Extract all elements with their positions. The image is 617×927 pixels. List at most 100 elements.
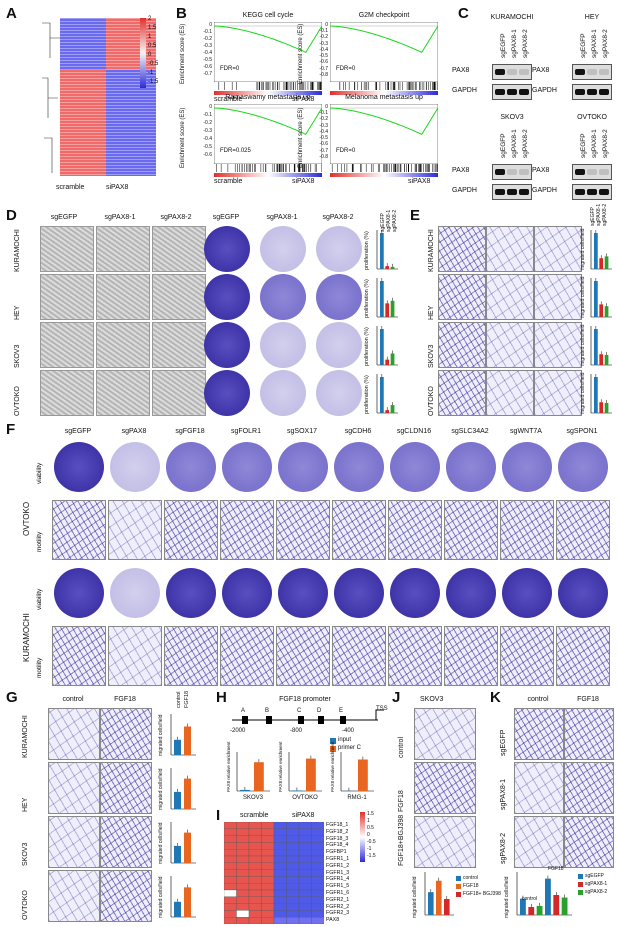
gsea-curve bbox=[330, 26, 438, 52]
heatmap-cell bbox=[312, 849, 325, 856]
panel-k-ylabel: migrated cells/field bbox=[504, 877, 510, 918]
chart-bar bbox=[605, 306, 609, 317]
gsea-title: G2M checkpoint bbox=[330, 12, 438, 20]
gsea-right-label: siPAX8 bbox=[408, 178, 430, 186]
heatmap-cell bbox=[237, 876, 250, 883]
motility-field bbox=[108, 500, 162, 560]
panel-d-legend: sgPAX8-2 bbox=[392, 210, 398, 232]
migration-field bbox=[438, 370, 486, 416]
panel-d-col-label: sgEGFP bbox=[200, 214, 252, 222]
chart-bar bbox=[385, 266, 389, 269]
panel-j-title: SKOV3 bbox=[420, 696, 443, 704]
panel-h-bar-chart bbox=[236, 752, 270, 792]
heatmap-cell bbox=[262, 842, 275, 849]
heatmap-cell bbox=[237, 863, 250, 870]
gsea-ylabel: Enrichment score (ES) bbox=[180, 108, 186, 168]
heatmap-gene: FGFR2_2 bbox=[326, 904, 349, 911]
panel-h-chart-label: RMG-1 bbox=[340, 795, 374, 802]
scale-tick: 2 bbox=[148, 16, 166, 23]
migration-field bbox=[564, 816, 614, 868]
viability-dish bbox=[334, 442, 384, 492]
chart-bar bbox=[428, 892, 434, 915]
blot-lane-label: sgEGFP bbox=[580, 133, 587, 158]
panel-label-e: E bbox=[410, 208, 420, 223]
panel-e-row-label: OVTOKO bbox=[428, 386, 435, 416]
panel-d-bar-chart bbox=[376, 374, 398, 414]
micrograph bbox=[152, 370, 206, 416]
heatmap-a-group-scramble: scramble bbox=[56, 184, 84, 192]
micrograph bbox=[96, 226, 150, 272]
panel-e-ylabel: migrated cells/field bbox=[580, 325, 586, 366]
heatmap-cell bbox=[237, 856, 250, 863]
viability-dish bbox=[110, 568, 160, 618]
gsea-title: Melanoma metastasis up bbox=[330, 94, 438, 102]
heatmap-cell bbox=[287, 863, 300, 870]
motility-field bbox=[220, 626, 274, 686]
viability-dish bbox=[446, 442, 496, 492]
chart-bar bbox=[358, 760, 368, 792]
heatmap-cell bbox=[262, 822, 275, 829]
panel-g-row-label: OVTOKO bbox=[22, 890, 29, 920]
blot-lane-label: sgEGFP bbox=[580, 33, 587, 58]
gsea-ytick: -0.2 bbox=[198, 36, 212, 43]
chart-bar bbox=[391, 405, 395, 413]
heatmap-cell bbox=[224, 910, 237, 917]
heatmap-cell bbox=[224, 897, 237, 904]
gsea-curve bbox=[214, 108, 322, 134]
panel-f-group-label: KURAMOCHI bbox=[22, 613, 31, 662]
gsea-rank-bar bbox=[214, 173, 322, 177]
heatmap-cell bbox=[274, 883, 287, 890]
scale-tick: 0.5 bbox=[148, 43, 166, 50]
panel-e-ylabel: migrated cells/field bbox=[580, 277, 586, 318]
panel-f-col-label: sgSOX17 bbox=[274, 428, 330, 436]
gsea-left-label: scramble bbox=[214, 178, 242, 186]
blot-band bbox=[495, 189, 505, 195]
colony-dish bbox=[204, 274, 250, 320]
heatmap-cell bbox=[224, 917, 237, 924]
blot-lane-label: sgPAX8-2 bbox=[602, 129, 609, 158]
colony-dish bbox=[260, 322, 306, 368]
micrograph bbox=[96, 322, 150, 368]
colony-dish bbox=[204, 322, 250, 368]
blot-band bbox=[507, 189, 517, 195]
legend-primer: primer C bbox=[338, 745, 361, 752]
heatmap-cell bbox=[299, 883, 312, 890]
heatmap-cell bbox=[274, 822, 287, 829]
heatmap-cell bbox=[274, 890, 287, 897]
viability-dish bbox=[166, 442, 216, 492]
heatmap-cell bbox=[224, 876, 237, 883]
heatmap-cell bbox=[299, 863, 312, 870]
blot-band bbox=[587, 189, 597, 195]
migration-field bbox=[486, 322, 534, 368]
chart-bar bbox=[605, 355, 609, 365]
gsea-ytick: -0.3 bbox=[198, 128, 212, 135]
gsea-ytick: -0.6 bbox=[198, 64, 212, 71]
panel-d-col-label: sgPAX8-1 bbox=[94, 214, 146, 222]
panel-g-legend: control bbox=[176, 691, 182, 708]
gsea-ytick: -0.5 bbox=[198, 144, 212, 151]
blot-strip bbox=[572, 64, 612, 80]
heatmap-cell bbox=[299, 822, 312, 829]
gsea-ytick: 0 bbox=[198, 22, 212, 29]
heatmap-cell bbox=[287, 890, 300, 897]
promoter-site bbox=[266, 716, 272, 724]
panel-j-legend-swatch bbox=[456, 892, 461, 897]
panel-i-scale: -0.5 bbox=[367, 839, 376, 845]
promoter-site-label: E bbox=[339, 708, 343, 715]
micrograph bbox=[152, 274, 206, 320]
blot-band bbox=[519, 89, 529, 95]
heatmap-cell bbox=[262, 836, 275, 843]
promoter-diagram bbox=[228, 706, 388, 730]
heatmap-cell bbox=[237, 870, 250, 877]
viability-dish bbox=[390, 442, 440, 492]
gsea-ytick: -0.8 bbox=[314, 154, 328, 161]
heatmap-cell bbox=[287, 910, 300, 917]
heatmap-cell bbox=[237, 842, 250, 849]
panel-e-row-label: KURAMOCHI bbox=[428, 229, 435, 272]
migration-field bbox=[438, 322, 486, 368]
heatmap-cell bbox=[287, 849, 300, 856]
promoter-site bbox=[340, 716, 346, 724]
gsea-plot bbox=[330, 22, 438, 82]
blot-band bbox=[599, 69, 609, 75]
panel-d-row-label: SKOV3 bbox=[14, 345, 21, 368]
